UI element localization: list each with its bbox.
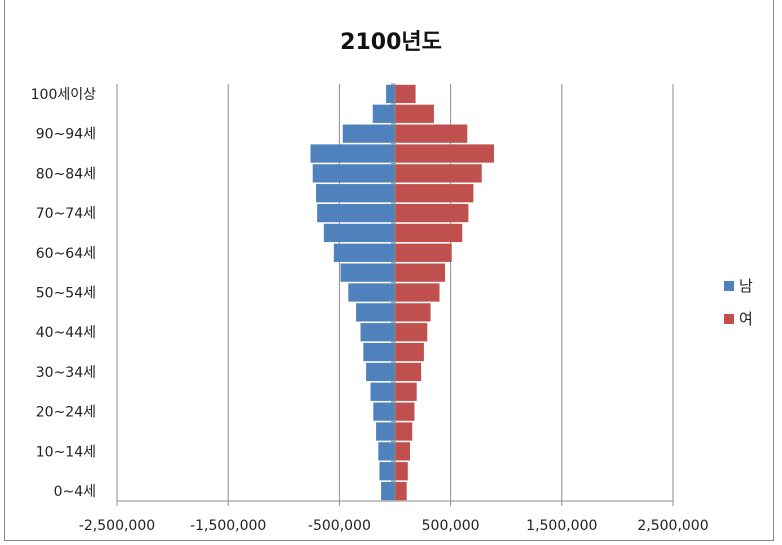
axes: [116, 83, 674, 506]
bar-male-8: [360, 323, 395, 342]
bar-male-4: [373, 402, 395, 421]
bar-female-18: [395, 124, 468, 143]
bar-male-17: [310, 144, 395, 163]
x-tick-label: 2,500,000: [637, 518, 708, 534]
bar-male-0: [381, 481, 395, 501]
bar-female-2: [395, 442, 411, 461]
bar-female-13: [395, 223, 463, 243]
bar-male-15: [316, 184, 395, 203]
bar-male-1: [379, 462, 395, 481]
y-tick-label: 10~14세: [36, 444, 96, 460]
y-tick-label: 100세이상: [31, 87, 96, 103]
bar-female-20: [395, 84, 416, 104]
x-tick-label: -500,000: [308, 518, 371, 534]
bar-male-19: [372, 104, 395, 123]
x-tick-label: 1,500,000: [526, 518, 597, 534]
y-tick-label: 30~34세: [36, 365, 96, 381]
bar-female-3: [395, 422, 413, 441]
legend-label-0: 남: [739, 277, 753, 295]
bar-female-15: [395, 184, 474, 203]
bar-female-1: [395, 462, 408, 481]
bar-female-12: [395, 243, 452, 262]
y-tick-label: 80~84세: [36, 166, 96, 182]
bar-female-11: [395, 263, 446, 282]
y-tick-label: 40~44세: [36, 325, 96, 341]
bar-male-14: [317, 203, 395, 223]
bar-male-3: [376, 422, 395, 441]
bar-female-14: [395, 203, 469, 223]
y-tick-label: 70~74세: [36, 206, 96, 222]
bar-male-20: [386, 84, 395, 104]
bar-female-19: [395, 104, 434, 123]
bar-female-17: [395, 144, 494, 163]
y-tick-label: 60~64세: [36, 246, 96, 262]
bar-male-11: [340, 263, 395, 282]
bar-male-13: [323, 223, 395, 243]
bar-female-0: [395, 481, 407, 501]
bar-male-16: [312, 164, 395, 183]
x-tick-label: 500,000: [422, 518, 480, 534]
bars: [310, 84, 494, 501]
y-tick-label: 0~4세: [54, 484, 96, 500]
y-tick-label: 50~54세: [36, 286, 96, 302]
bar-female-8: [395, 323, 428, 342]
bar-male-10: [348, 283, 395, 302]
bar-male-2: [378, 442, 395, 461]
chart-title: 2100년도: [340, 30, 442, 55]
bar-female-16: [395, 164, 482, 183]
bar-female-7: [395, 342, 424, 362]
bar-female-5: [395, 382, 417, 401]
y-tick-label: 90~94세: [36, 127, 96, 143]
bar-female-9: [395, 303, 431, 322]
x-tick-labels: -2,500,000 -1,500,000 -500,000 500,000 1,500…: [79, 518, 709, 534]
bar-male-7: [363, 342, 395, 362]
bar-male-5: [370, 382, 395, 401]
y-tick-labels: 0~4세 10~14세 20~24세 30~34세 40~44세 50~54세 60~64세…: [31, 87, 96, 500]
y-tick-label: 20~24세: [36, 405, 96, 421]
bar-female-10: [395, 283, 440, 302]
bar-male-12: [333, 243, 395, 262]
x-tick-label: -1,500,000: [190, 518, 266, 534]
legend-label-1: 여: [739, 310, 753, 328]
legend-swatch-1: [724, 314, 734, 324]
bar-male-9: [356, 303, 395, 322]
x-tick-label: -2,500,000: [79, 518, 155, 534]
bar-male-18: [342, 124, 395, 143]
legend-swatch-0: [724, 281, 734, 291]
bar-female-6: [395, 362, 422, 382]
bar-female-4: [395, 402, 415, 421]
legend: 남여: [724, 277, 753, 328]
bar-male-6: [366, 362, 395, 382]
